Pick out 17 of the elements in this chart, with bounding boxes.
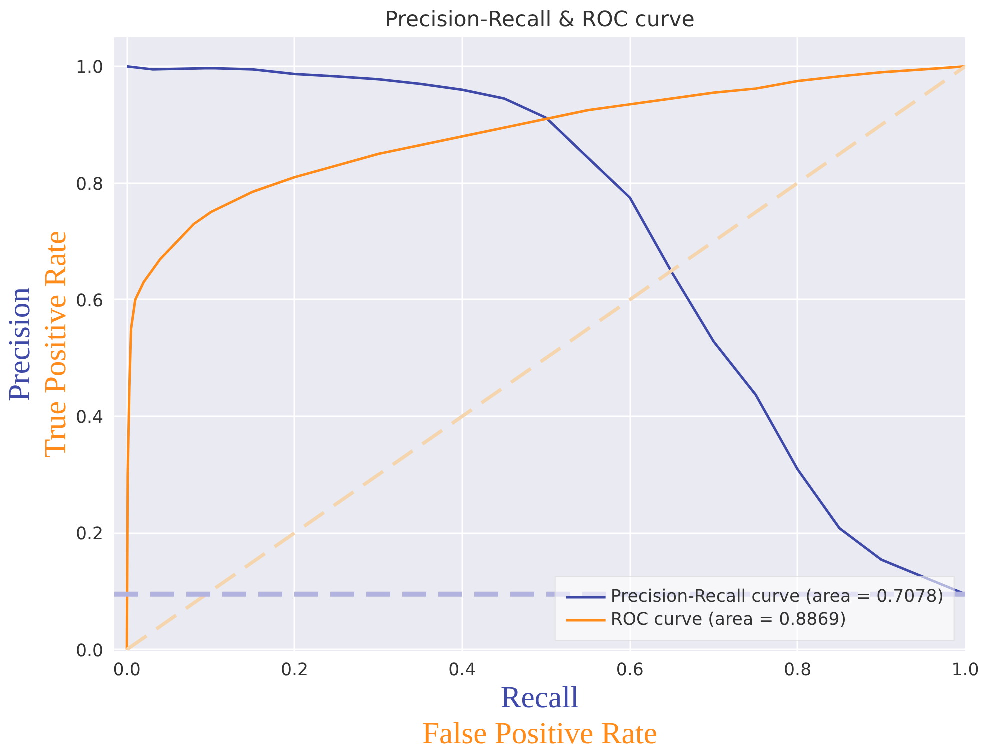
y-axis-title: True Positive Rate Precision — [2, 230, 72, 458]
x-axis-title: Recall False Positive Rate — [422, 680, 658, 750]
y-tick-label: 0.4 — [76, 408, 104, 428]
chart-title: Precision-Recall & ROC curve — [385, 8, 695, 32]
x-tick-label: 0.4 — [448, 660, 476, 680]
x-tick-label: 0.2 — [280, 660, 309, 680]
x-tick-label: 0.6 — [616, 660, 644, 680]
legend-label: Precision-Recall curve (area = 0.7078) — [610, 587, 944, 607]
x-tick-label: 1.0 — [952, 660, 980, 680]
y-tick-label: 0.2 — [76, 524, 104, 545]
x-tick-label: 0.0 — [113, 660, 141, 680]
y-tick-label: 0.6 — [76, 291, 104, 312]
x-tick-label: 0.8 — [784, 660, 812, 680]
y-tick-label: 0.0 — [76, 641, 104, 662]
legend-label: ROC curve (area = 0.8869) — [610, 610, 847, 630]
y-tick-label: 1.0 — [76, 58, 104, 78]
y-tick-label: 0.8 — [76, 174, 104, 195]
